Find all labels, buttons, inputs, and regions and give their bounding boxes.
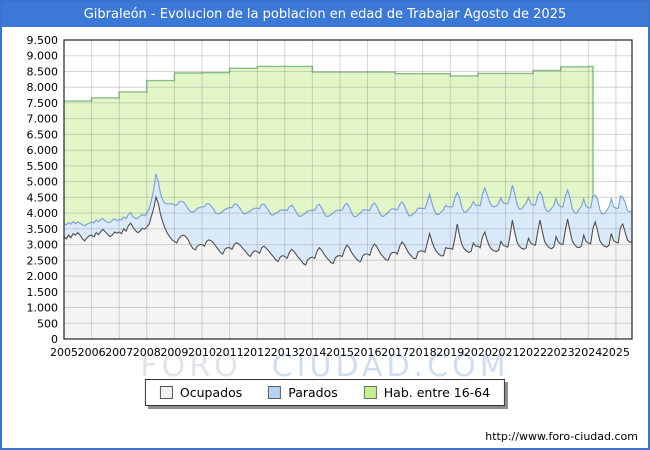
x-tick-label: 2008 bbox=[133, 346, 161, 359]
watermark-part2: CIUDAD.COM bbox=[271, 349, 510, 384]
x-tick-label: 2019 bbox=[436, 346, 464, 359]
x-tick-label: 2017 bbox=[381, 346, 409, 359]
legend-swatch-parados bbox=[268, 386, 282, 399]
y-tick-label: 1.000 bbox=[27, 302, 59, 315]
legend-label-hab16-64: Hab. entre 16-64 bbox=[383, 385, 491, 400]
y-tick-label: 2.000 bbox=[27, 270, 59, 283]
y-tick-label: 6.500 bbox=[27, 128, 59, 141]
y-tick-label: 2.500 bbox=[27, 254, 59, 267]
y-tick-label: 9.000 bbox=[27, 50, 59, 63]
x-tick-label: 2012 bbox=[243, 346, 271, 359]
y-tick-label: 4.500 bbox=[27, 191, 59, 204]
x-tick-label: 2005 bbox=[50, 346, 78, 359]
x-tick-label: 2016 bbox=[354, 346, 382, 359]
x-tick-label: 2020 bbox=[464, 346, 492, 359]
x-tick-label: 2009 bbox=[160, 346, 188, 359]
legend-swatch-ocupados bbox=[159, 386, 173, 399]
x-tick-label: 2011 bbox=[216, 346, 244, 359]
x-tick-label: 2022 bbox=[519, 346, 547, 359]
y-tick-label: 1.500 bbox=[27, 286, 59, 299]
legend-swatch-hab16-64 bbox=[363, 386, 377, 399]
x-tick-label: 2021 bbox=[492, 346, 520, 359]
x-tick-label: 2007 bbox=[105, 346, 133, 359]
y-tick-label: 500 bbox=[37, 317, 58, 330]
x-tick-label: 2014 bbox=[298, 346, 326, 359]
site-url: http://www.foro-ciudad.com bbox=[485, 430, 638, 443]
x-tick-label: 2015 bbox=[326, 346, 354, 359]
x-tick-label: 2006 bbox=[78, 346, 106, 359]
y-tick-label: 7.500 bbox=[27, 97, 59, 110]
y-tick-label: 3.000 bbox=[27, 239, 59, 252]
legend-item-hab16-64: Hab. entre 16-64 bbox=[363, 385, 491, 400]
legend-label-ocupados: Ocupados bbox=[179, 385, 243, 400]
watermark: FORO CIUDAD.COM bbox=[2, 349, 648, 384]
legend-item-parados: Parados bbox=[268, 385, 338, 400]
legend-label-parados: Parados bbox=[288, 385, 338, 400]
x-tick-label: 2023 bbox=[547, 346, 575, 359]
legend: Ocupados Parados Hab. entre 16-64 bbox=[144, 379, 506, 406]
watermark-part1: FORO bbox=[140, 349, 242, 384]
y-tick-label: 0 bbox=[51, 333, 58, 346]
y-tick-label: 8.000 bbox=[27, 81, 59, 94]
y-tick-label: 3.500 bbox=[27, 223, 59, 236]
y-tick-label: 8.500 bbox=[27, 66, 59, 79]
x-tick-label: 2025 bbox=[602, 346, 630, 359]
y-tick-label: 9.500 bbox=[27, 34, 59, 47]
x-tick-label: 2010 bbox=[188, 346, 216, 359]
y-tick-label: 5.500 bbox=[27, 160, 59, 173]
legend-item-ocupados: Ocupados bbox=[159, 385, 243, 400]
chart-title: Gibraleón - Evolucion de la poblacion en… bbox=[2, 2, 648, 27]
x-tick-label: 2018 bbox=[409, 346, 437, 359]
y-tick-label: 4.000 bbox=[27, 207, 59, 220]
x-tick-label: 2024 bbox=[574, 346, 602, 359]
y-tick-label: 7.000 bbox=[27, 113, 59, 126]
x-tick-label: 2013 bbox=[271, 346, 299, 359]
y-tick-label: 5.000 bbox=[27, 176, 59, 189]
y-tick-label: 6.000 bbox=[27, 144, 59, 157]
